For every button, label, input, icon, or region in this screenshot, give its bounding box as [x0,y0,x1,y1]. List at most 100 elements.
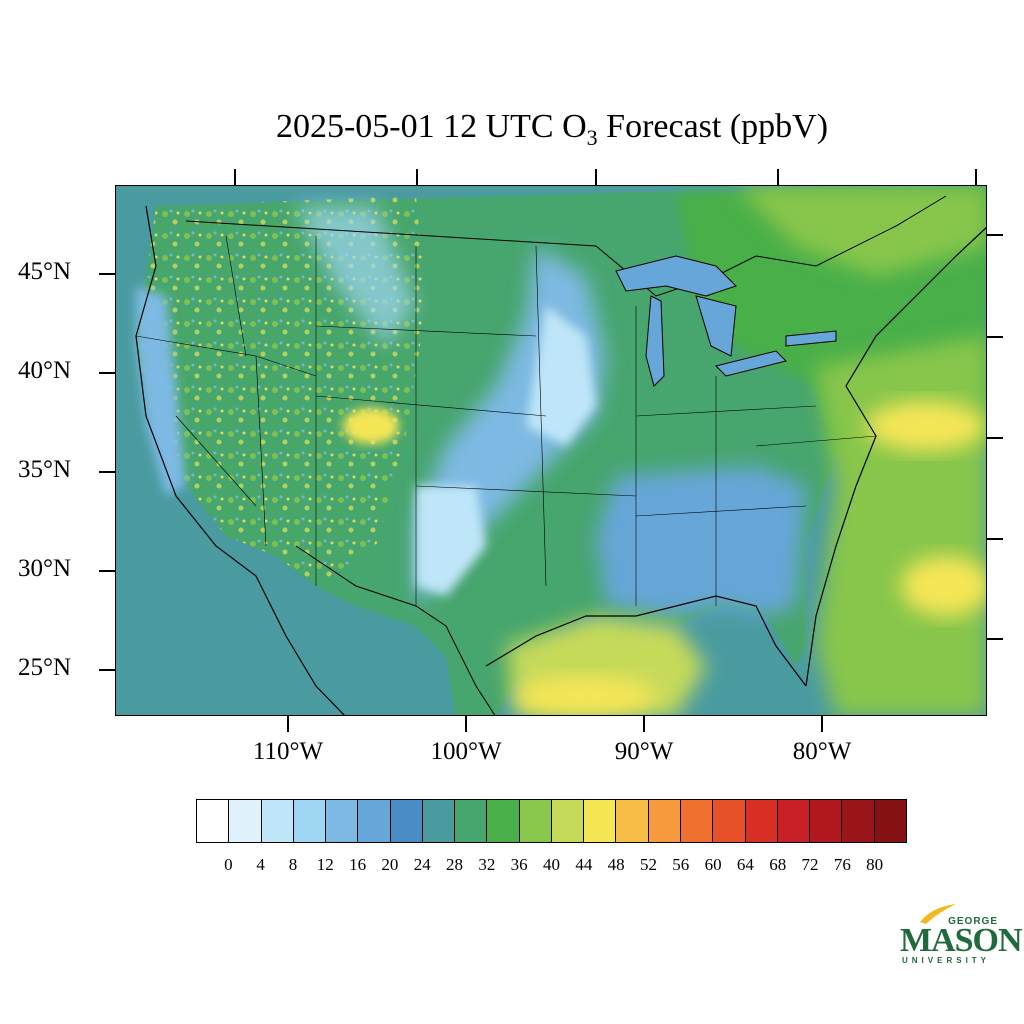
colorbar-swatch [648,800,681,842]
atlantic-high-north [866,401,986,451]
colorbar-swatch [713,800,746,842]
right-tick [987,336,1003,338]
colorbar-label: 72 [801,855,819,874]
right-tick [987,538,1003,540]
colorbar-label: 28 [446,855,464,874]
state-borders [135,235,877,606]
top-tick [416,169,418,185]
colorbar-swatch [584,800,617,842]
colorbar-label: 44 [575,855,593,874]
colorbar-label: 32 [478,855,496,874]
colorbar-label: 16 [349,855,367,874]
lat-label-45n: 45°N [18,258,72,285]
top-tick [777,169,779,185]
canada-border [185,195,947,297]
atlantic-high-south [901,556,986,616]
colorbar-label: 24 [413,855,431,874]
top-tick [234,169,236,185]
colorbar-swatch [261,800,294,842]
colorbar-swatch [229,800,262,842]
colorbar-swatch [326,800,359,842]
left-tick [99,471,115,473]
colorbar-label: 48 [607,855,625,874]
west-coast-low [136,286,186,496]
right-tick [987,234,1003,236]
lat-label-40n: 40°N [18,357,72,384]
lat-label-30n: 30°N [18,555,72,582]
colorbar-label: 4 [256,855,265,874]
logo-main-text: MASON [900,922,1023,959]
lon-label-90w: 90°W [614,738,674,765]
colorbar-swatch [874,800,906,842]
colorbar-label: 68 [769,855,787,874]
left-tick [99,570,115,572]
top-tick [975,169,977,185]
title-text: 2025-05-01 12 UTC O [275,108,587,145]
colorbar [196,799,907,843]
colorbar-swatch [390,800,423,842]
colorbar-swatch [293,800,327,842]
colorbar-label: 76 [833,855,851,874]
lake-michigan [645,295,665,387]
colorbar-swatch [680,800,714,842]
colorbar-swatch [842,800,875,842]
colorbar-labels: 0 4 8 12 16 20 24 28 32 36 40 44 48 52 56 60 64 68 72 76 80 [196,855,907,877]
lake-superior [615,255,737,297]
colorbar-swatch [777,800,811,842]
colorbar-label: 56 [672,855,690,874]
colorbar-swatch [616,800,649,842]
left-tick [99,273,115,275]
canada-green [736,186,986,276]
colorbar-label: 60 [704,855,722,874]
bottom-tick [465,716,467,732]
colorbar-swatch [197,800,230,842]
colorbar-swatch [551,800,585,842]
colorbar-label: 12 [316,855,334,874]
logo-bottom-text: UNIVERSITY [902,956,991,965]
colorbar-label: 20 [381,855,399,874]
colorbar-label: 52 [639,855,657,874]
mexico-border [295,545,496,715]
ozone-map-svg [116,186,986,715]
lake-ontario [785,330,837,347]
left-tick [99,669,115,671]
rockies-low [296,206,416,346]
colorbar-swatch [422,800,456,842]
bottom-tick [287,716,289,732]
colorbar-label: 80 [866,855,884,874]
lat-label-35n: 35°N [18,456,72,483]
title-subscript: 3 [586,125,598,150]
top-tick [595,169,597,185]
east-coastline [805,227,986,687]
logo-swoosh-icon [920,904,956,924]
lake-huron [695,295,737,357]
lon-label-80w: 80°W [792,738,852,765]
colorbar-label: 40 [543,855,560,874]
lake-erie [715,350,787,377]
colorbar-label: 0 [224,855,233,874]
colorbar-swatch [358,800,391,842]
iowa-low-core [526,306,596,446]
right-tick [987,437,1003,439]
gulf-high [516,676,656,715]
gmu-logo: GEORGE MASON UNIVERSITY [898,900,1023,970]
lat-label-25n: 25°N [18,654,72,681]
title-suffix: Forecast (ppbV) [597,108,829,145]
texas-low-core [416,486,486,596]
colorbar-swatch [519,800,552,842]
bottom-tick [643,716,645,732]
colorbar-label: 36 [510,855,528,874]
lon-label-100w: 100°W [430,738,502,765]
bottom-tick [821,716,823,732]
colorbar-swatch [745,800,778,842]
left-tick [99,372,115,374]
colorado-high [343,408,399,444]
right-tick [987,638,1003,640]
colorbar-swatch [487,800,520,842]
southeast-low [596,466,806,616]
gulf-coastline [485,595,807,687]
colorbar-label: 8 [288,855,298,874]
lon-label-110w: 110°W [252,738,324,765]
atlantic-green [816,336,986,715]
colorbar-swatch [455,800,488,842]
